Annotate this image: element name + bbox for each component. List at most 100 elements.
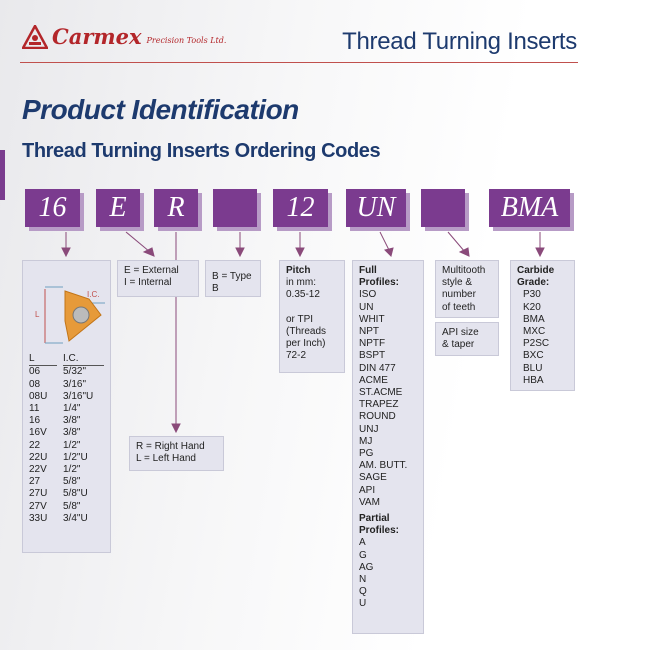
code-box-grade: BMA	[489, 189, 570, 227]
page-subtitle: Thread Turning Inserts Ordering Codes	[22, 140, 381, 162]
l-value: 16	[29, 415, 41, 427]
profile-panel: Full Profiles: ISO UN WHIT NPT NPTF BSPT DIN 4…	[352, 260, 424, 634]
partial-profile-item: G	[359, 549, 367, 561]
code-box-multitooth	[421, 189, 465, 227]
grade-item: P2SC	[523, 338, 550, 350]
diagram-label-l: L	[35, 310, 40, 319]
grade-item: HBA	[523, 374, 544, 386]
type-external: E = External	[124, 265, 179, 276]
ic-value: 3/16"	[63, 378, 87, 390]
type-panel: E = External I = Internal	[117, 260, 199, 297]
col-header-ic: I.C.	[63, 353, 104, 367]
grade-item: BLU	[523, 362, 543, 374]
l-value: 11	[29, 403, 40, 415]
partial-profiles-title: Partial Profiles:	[359, 513, 400, 537]
ic-value: 3/8"	[63, 415, 81, 427]
hand-right: R = Right Hand	[136, 441, 205, 452]
l-value: 27V	[29, 500, 47, 512]
ic-value: 1/2"	[63, 439, 81, 451]
arrow-typeb	[235, 247, 245, 258]
partial-profile-item: Q	[359, 586, 367, 598]
full-profile-item: DIN 477	[359, 362, 396, 374]
multitooth-line: number	[442, 289, 476, 301]
full-profile-item: VAM	[359, 496, 380, 508]
code-box-typeb	[213, 189, 257, 227]
multitooth-line: of teeth	[442, 301, 476, 313]
code-box-size: 16	[25, 189, 80, 227]
grade-title: Carbide Grade:	[517, 265, 555, 289]
ic-value: 3/4"U	[63, 512, 88, 524]
partial-profile-item: N	[359, 574, 367, 586]
type-internal: I = Internal	[124, 277, 172, 289]
l-value: 22V	[29, 464, 47, 476]
full-profile-item: UNJ	[359, 423, 379, 435]
multitooth-line: style &	[442, 277, 473, 289]
arrow-hand	[171, 423, 181, 434]
full-profiles-title: Full Profiles:	[359, 265, 400, 289]
pitch-line: per Inch)	[286, 338, 326, 350]
col-header-l: L	[29, 353, 57, 367]
full-profile-item: API	[359, 484, 376, 496]
pitch-panel: Pitch in mm: 0.35-12 or TPI (Threads per…	[279, 260, 345, 373]
api-line: & taper	[442, 339, 475, 351]
ic-value: 1/2"U	[63, 451, 88, 463]
full-profile-item: PG	[359, 448, 374, 460]
code-box-pitch: 12	[273, 189, 328, 227]
arrow-type	[142, 247, 155, 257]
pitch-line: or TPI	[286, 313, 314, 325]
carmex-triangle-icon	[22, 25, 48, 49]
l-value: 33U	[29, 512, 48, 524]
full-profile-item: AM. BUTT.	[359, 460, 408, 472]
ic-value: 1/4"	[63, 403, 81, 415]
size-panel: L I.C. L I.C. 06 5/32" 08 3/16" 08U 3/16"U 11 1…	[22, 260, 111, 553]
header-divider	[20, 62, 578, 63]
arrow-grade	[535, 247, 545, 258]
ic-value: 1/2"	[63, 464, 81, 476]
pitch-line: in mm:	[286, 277, 316, 289]
page-title: Product Identification	[22, 94, 299, 125]
pitch-line: 72-2	[286, 350, 307, 362]
typeb-panel: B = Type B	[205, 260, 261, 297]
api-line: API size	[442, 327, 479, 338]
full-profile-item: NPT	[359, 326, 379, 338]
ic-value: 3/16"U	[63, 390, 94, 402]
grade-item: MXC	[523, 326, 546, 338]
l-value: 08	[29, 378, 41, 390]
full-profile-item: ROUND	[359, 411, 396, 423]
ic-value: 5/8"	[63, 476, 81, 488]
ic-value: 5/8"U	[63, 488, 88, 500]
typeb-text: B = Type B	[212, 271, 252, 295]
grade-item: K20	[523, 301, 541, 313]
partial-profiles-list: A G AG N Q U	[359, 537, 417, 610]
l-value: 22	[29, 439, 41, 451]
partial-profile-item: AG	[359, 561, 374, 573]
full-profile-item: UN	[359, 301, 374, 313]
l-value: 27	[29, 476, 41, 488]
code-box-type: E	[96, 189, 140, 227]
diagram-label-ic: I.C.	[87, 290, 99, 299]
full-profile-item: ISO	[359, 289, 377, 301]
pitch-line: 0.35-12	[286, 289, 320, 301]
full-profile-item: SAGE	[359, 472, 387, 484]
full-profile-item: TRAPEZ	[359, 399, 399, 411]
ic-value: 5/32"	[63, 366, 87, 378]
full-profile-item: ACME	[359, 374, 388, 386]
grade-item: P30	[523, 289, 541, 301]
ic-value: 3/8"	[63, 427, 81, 439]
l-value: 27U	[29, 488, 48, 500]
code-box-hand: R	[154, 189, 198, 227]
multitooth-line: Multitooth	[442, 265, 486, 276]
grade-list: P30 K20 BMA MXC P2SC BXC BLU HBA	[517, 289, 568, 387]
insert-diagram-icon: L I.C.	[35, 286, 105, 344]
hand-left: L = Left Hand	[136, 453, 196, 465]
arrow-size	[61, 247, 71, 258]
header-title: Thread Turning Inserts	[342, 28, 577, 55]
arrow-pitch	[295, 247, 305, 258]
full-profile-item: BSPT	[359, 350, 386, 362]
hand-panel: R = Right Hand L = Left Hand	[129, 436, 224, 471]
full-profile-item: ST.ACME	[359, 387, 403, 399]
multitooth-panel: Multitooth style & number of teeth	[435, 260, 499, 318]
partial-profile-item: U	[359, 598, 367, 610]
grade-item: BMA	[523, 313, 545, 325]
code-box-profile: UN	[346, 189, 406, 227]
